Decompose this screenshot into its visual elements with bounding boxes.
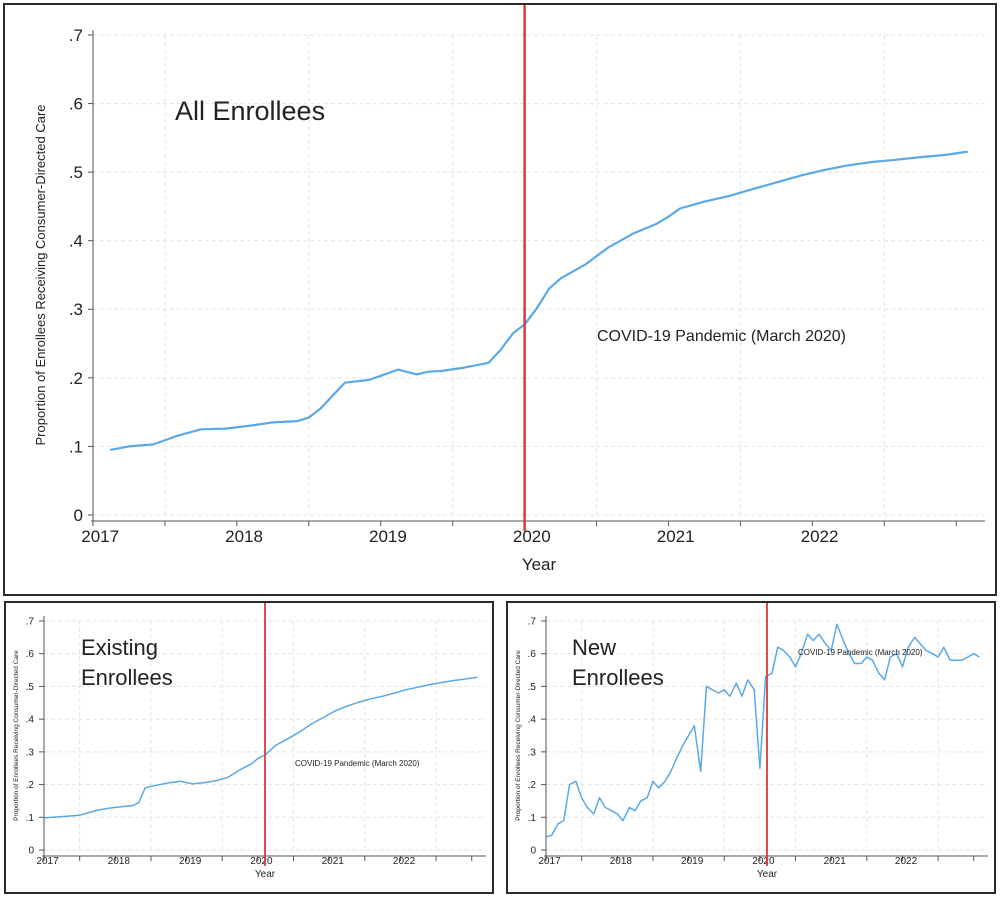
x-tick-label: 2020 (513, 527, 551, 546)
y-tick-label: .3 (26, 747, 35, 758)
x-tick-label: 2018 (610, 856, 633, 867)
y-axis-title: Proportion of Enrollees Receiving Consum… (515, 650, 522, 821)
x-tick-label: 2020 (250, 856, 273, 867)
y-tick-label: .6 (69, 95, 83, 114)
y-tick-label: 0 (28, 846, 34, 857)
y-tick-label: .3 (69, 300, 83, 319)
series-line (110, 150, 968, 451)
x-axis-title: Year (757, 869, 778, 880)
y-tick-label: .4 (26, 715, 35, 726)
y-tick-label: .7 (69, 26, 83, 45)
y-tick-label: .4 (528, 715, 537, 726)
event-label: COVID-19 Pandemic (March 2020) (295, 759, 420, 768)
y-tick-label: .2 (528, 780, 537, 791)
x-tick-label: 2021 (322, 856, 345, 867)
y-tick-label: .1 (26, 813, 35, 824)
panel-title-line: Enrollees (81, 665, 173, 690)
panel-title-line: New (572, 635, 616, 660)
y-tick-label: .7 (26, 617, 35, 628)
event-label: COVID-19 Pandemic (March 2020) (597, 328, 846, 345)
y-tick-label: .1 (69, 437, 83, 456)
x-tick-label: 2017 (538, 856, 561, 867)
x-tick-label: 2019 (369, 527, 407, 546)
y-tick-label: .6 (528, 649, 537, 660)
chart-all-enrollees: 0 .1 .2 .3 .4 .5 .6 .7 2017 2018 2019 2020 2021 2022 Y… (33, 5, 985, 574)
x-tick-label: 2018 (108, 856, 131, 867)
x-tick-label: 2021 (824, 856, 847, 867)
panel-title: All Enrollees (175, 96, 325, 126)
x-tick-label: 2022 (895, 856, 918, 867)
x-tick-label: 2021 (657, 527, 695, 546)
panel-title-line: Enrollees (572, 665, 664, 690)
panel-title-line: Existing (81, 635, 158, 660)
x-tick-label: 2017 (81, 527, 119, 546)
y-axis-title: Proportion of Enrollees Receiving Consum… (13, 650, 20, 821)
x-axis-title: Year (522, 555, 557, 574)
x-tick-label: 2017 (36, 856, 59, 867)
chart-panel-existing-enrollees: 0 .1 .2 .3 .4 .5 .6 .7 2017 2018 2019 2020 2021 2022 Y… (4, 601, 494, 894)
chart-panel-new-enrollees: 0 .1 .2 .3 .4 .5 .6 .7 2017 2018 2019 2020 2021 2022 Y… (506, 601, 996, 894)
chart-existing-enrollees: 0 .1 .2 .3 .4 .5 .6 .7 2017 2018 2019 2020 2021 2022 Y… (13, 603, 486, 880)
y-tick-label: .6 (26, 649, 35, 660)
y-tick-label: 0 (530, 846, 536, 857)
x-tick-label: 2019 (179, 856, 202, 867)
series-line (545, 623, 980, 838)
y-tick-label: 0 (74, 506, 83, 525)
x-tick-label: 2022 (801, 527, 839, 546)
x-tick-label: 2018 (225, 527, 263, 546)
y-tick-label: .2 (26, 780, 35, 791)
event-label: COVID-19 Pandemic (March 2020) (798, 648, 923, 657)
y-tick-label: .2 (69, 369, 83, 388)
chart-new-enrollees: 0 .1 .2 .3 .4 .5 .6 .7 2017 2018 2019 2020 2021 2022 Y… (515, 603, 988, 880)
x-tick-label: 2022 (393, 856, 416, 867)
y-tick-label: .5 (69, 163, 83, 182)
y-tick-label: .7 (528, 617, 537, 628)
series-line (43, 676, 478, 819)
x-axis-title: Year (255, 869, 276, 880)
y-tick-label: .1 (528, 813, 537, 824)
y-tick-label: .4 (69, 232, 83, 251)
y-tick-label: .3 (528, 747, 537, 758)
y-axis-title: Proportion of Enrollees Receiving Consum… (33, 104, 48, 445)
x-tick-label: 2019 (681, 856, 704, 867)
y-tick-label: .5 (26, 682, 35, 693)
x-tick-label: 2020 (752, 856, 775, 867)
chart-panel-all-enrollees: 0 .1 .2 .3 .4 .5 .6 .7 2017 2018 2019 2020 2021 2022 Y… (3, 3, 997, 596)
y-tick-label: .5 (528, 682, 537, 693)
